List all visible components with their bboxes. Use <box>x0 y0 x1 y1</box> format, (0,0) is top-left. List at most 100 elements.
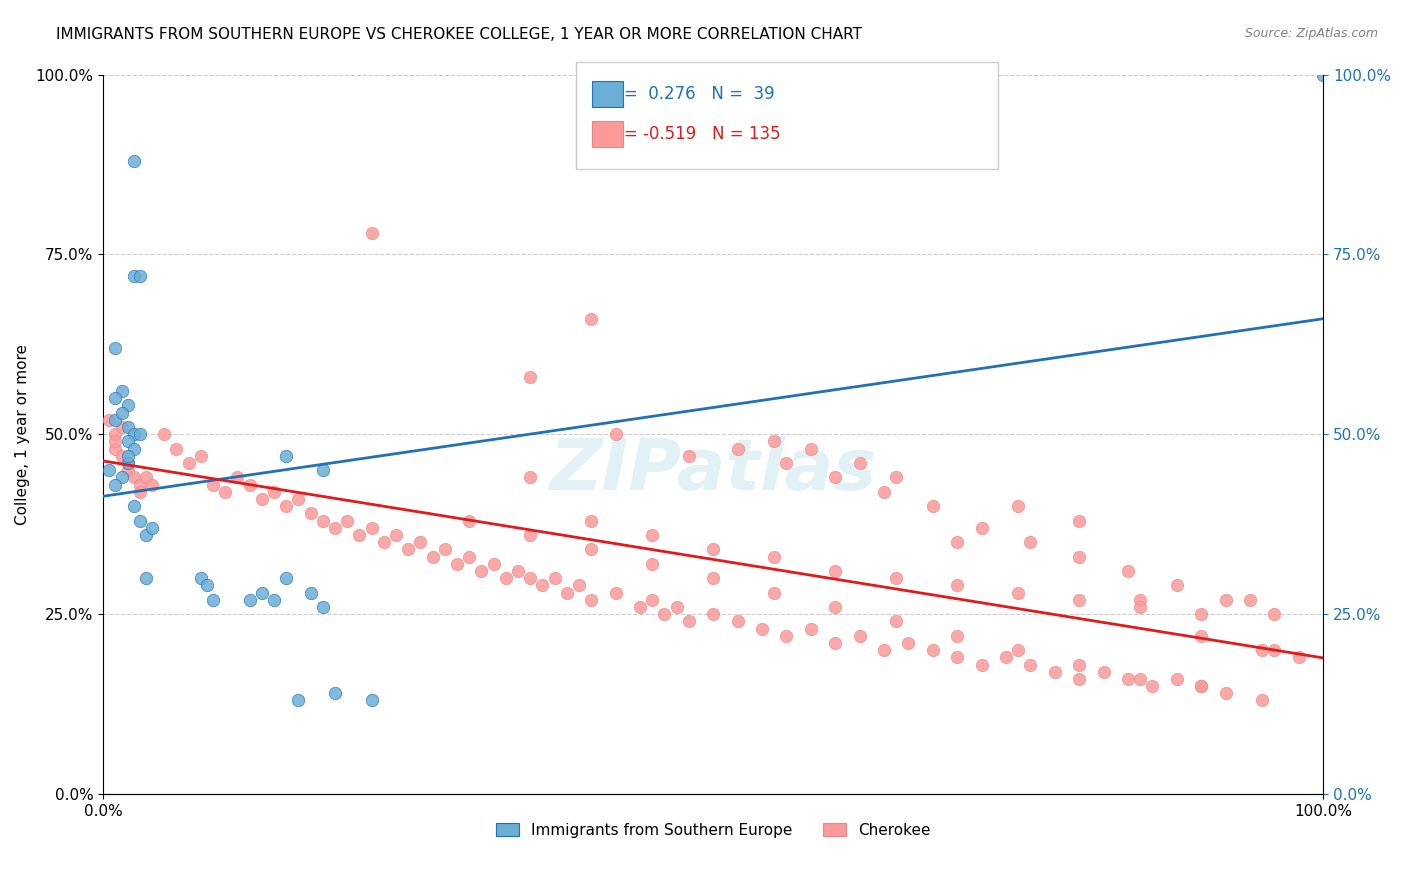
Point <box>128 484 150 499</box>
Point <box>276 500 298 514</box>
Point <box>800 442 823 456</box>
Point <box>1069 592 1091 607</box>
Point <box>299 507 322 521</box>
Point <box>1007 585 1029 599</box>
Point <box>239 592 262 607</box>
Point <box>122 427 145 442</box>
Point <box>287 491 309 506</box>
Point <box>824 564 846 578</box>
Text: R = -0.519   N = 135: R = -0.519 N = 135 <box>607 125 780 143</box>
Point <box>1142 679 1164 693</box>
Point <box>678 615 700 629</box>
Point <box>544 571 567 585</box>
Point <box>110 449 132 463</box>
Point <box>190 571 212 585</box>
Point <box>190 449 212 463</box>
Point <box>763 549 786 564</box>
Point <box>287 693 309 707</box>
Point <box>239 477 262 491</box>
Point <box>153 427 176 442</box>
Point <box>104 413 127 427</box>
Point <box>763 434 786 449</box>
Point <box>166 442 188 456</box>
Point <box>1069 672 1091 686</box>
Point <box>135 470 157 484</box>
Point <box>250 491 273 506</box>
Point <box>122 153 145 168</box>
Point <box>665 599 688 614</box>
Point <box>104 427 127 442</box>
Point <box>117 456 139 470</box>
Point <box>519 528 541 542</box>
Point <box>117 463 139 477</box>
Point <box>884 615 907 629</box>
Point <box>135 571 157 585</box>
Point <box>1189 629 1212 643</box>
Point <box>531 578 554 592</box>
Point <box>605 427 627 442</box>
Point <box>110 420 132 434</box>
Point <box>122 470 145 484</box>
Point <box>104 392 127 406</box>
Point <box>458 514 481 528</box>
Point <box>1069 549 1091 564</box>
Point <box>946 578 969 592</box>
Point <box>276 449 298 463</box>
Point <box>824 636 846 650</box>
Point <box>970 521 993 535</box>
Point <box>104 442 127 456</box>
Point <box>202 477 225 491</box>
Y-axis label: College, 1 year or more: College, 1 year or more <box>15 343 30 524</box>
Point <box>702 571 724 585</box>
Point <box>433 542 456 557</box>
Point <box>276 571 298 585</box>
Point <box>1069 514 1091 528</box>
Point <box>349 528 371 542</box>
Text: ZIPatlas: ZIPatlas <box>550 435 877 505</box>
Point <box>110 406 132 420</box>
Point <box>702 607 724 621</box>
Point <box>1263 607 1285 621</box>
Point <box>360 693 382 707</box>
Point <box>1263 643 1285 657</box>
Point <box>1116 672 1139 686</box>
Point <box>1019 535 1042 549</box>
Point <box>122 500 145 514</box>
Point <box>98 413 121 427</box>
Point <box>98 463 121 477</box>
Point <box>628 599 651 614</box>
Point <box>128 477 150 491</box>
Point <box>470 564 492 578</box>
Point <box>495 571 517 585</box>
Point <box>195 578 218 592</box>
Text: R =  0.276   N =  39: R = 0.276 N = 39 <box>607 85 775 103</box>
Point <box>373 535 395 549</box>
Point <box>678 449 700 463</box>
Point <box>775 629 797 643</box>
Point <box>727 615 749 629</box>
Point <box>751 622 773 636</box>
Point <box>641 592 664 607</box>
Point <box>581 514 603 528</box>
Point <box>482 557 505 571</box>
Point <box>1043 665 1066 679</box>
Point <box>654 607 676 621</box>
Point <box>458 549 481 564</box>
Point <box>848 629 870 643</box>
Point <box>226 470 249 484</box>
Point <box>581 312 603 326</box>
Point <box>824 599 846 614</box>
Point <box>323 686 346 700</box>
Point <box>422 549 444 564</box>
Point <box>360 226 382 240</box>
Point <box>409 535 432 549</box>
Point <box>1129 672 1152 686</box>
Point <box>360 521 382 535</box>
Point <box>122 442 145 456</box>
Point <box>1239 592 1261 607</box>
Point <box>873 484 896 499</box>
Point <box>506 564 529 578</box>
Point <box>641 557 664 571</box>
Point <box>1251 643 1274 657</box>
Point <box>702 542 724 557</box>
